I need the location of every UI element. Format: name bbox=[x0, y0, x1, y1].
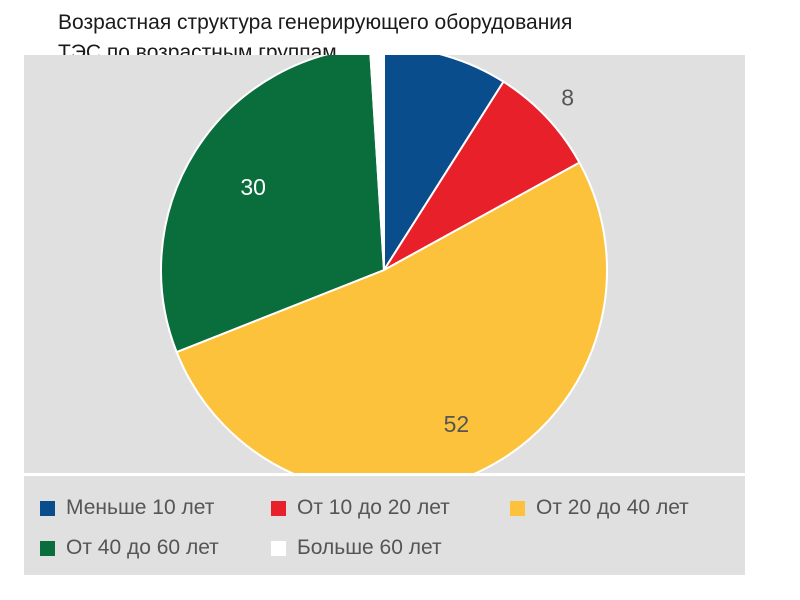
slice-20-40 bbox=[175, 161, 608, 473]
legend-label: От 20 до 40 лет bbox=[536, 496, 689, 519]
legend-label: Больше 60 лет bbox=[297, 536, 442, 559]
legend-item-40-60: От 40 до 60 лет bbox=[40, 534, 219, 562]
label-10-20: 8 bbox=[561, 84, 574, 110]
legend-swatch bbox=[40, 540, 55, 556]
pie-chart: 9852301 bbox=[160, 55, 608, 473]
legend-item-10-20: От 10 до 20 лет bbox=[271, 494, 450, 522]
chart-panel: 9852301 Меньше 10 лет От 10 до 20 лет От… bbox=[24, 55, 745, 575]
legend-label: От 10 до 20 лет bbox=[297, 496, 450, 519]
legend-swatch bbox=[271, 540, 286, 556]
legend-label: Меньше 10 лет bbox=[66, 496, 215, 519]
legend-item-20-40: От 20 до 40 лет bbox=[510, 494, 689, 522]
legend-label: От 40 до 60 лет bbox=[66, 536, 219, 559]
slice-40-60 bbox=[160, 55, 386, 354]
label-20-40: 52 bbox=[444, 411, 470, 437]
slice-more-60 bbox=[369, 55, 385, 271]
legend-swatch bbox=[40, 500, 55, 516]
legend-item-less-10: Меньше 10 лет bbox=[40, 494, 214, 522]
legend-item-more-60: Больше 60 лет bbox=[271, 534, 442, 562]
legend-swatch bbox=[510, 500, 525, 516]
label-40-60: 30 bbox=[240, 174, 266, 200]
slice-10-20 bbox=[383, 80, 581, 271]
slice-less-10 bbox=[383, 55, 505, 274]
chart-legend: Меньше 10 лет От 10 до 20 лет От 20 до 4… bbox=[24, 473, 745, 578]
legend-swatch bbox=[271, 500, 286, 516]
